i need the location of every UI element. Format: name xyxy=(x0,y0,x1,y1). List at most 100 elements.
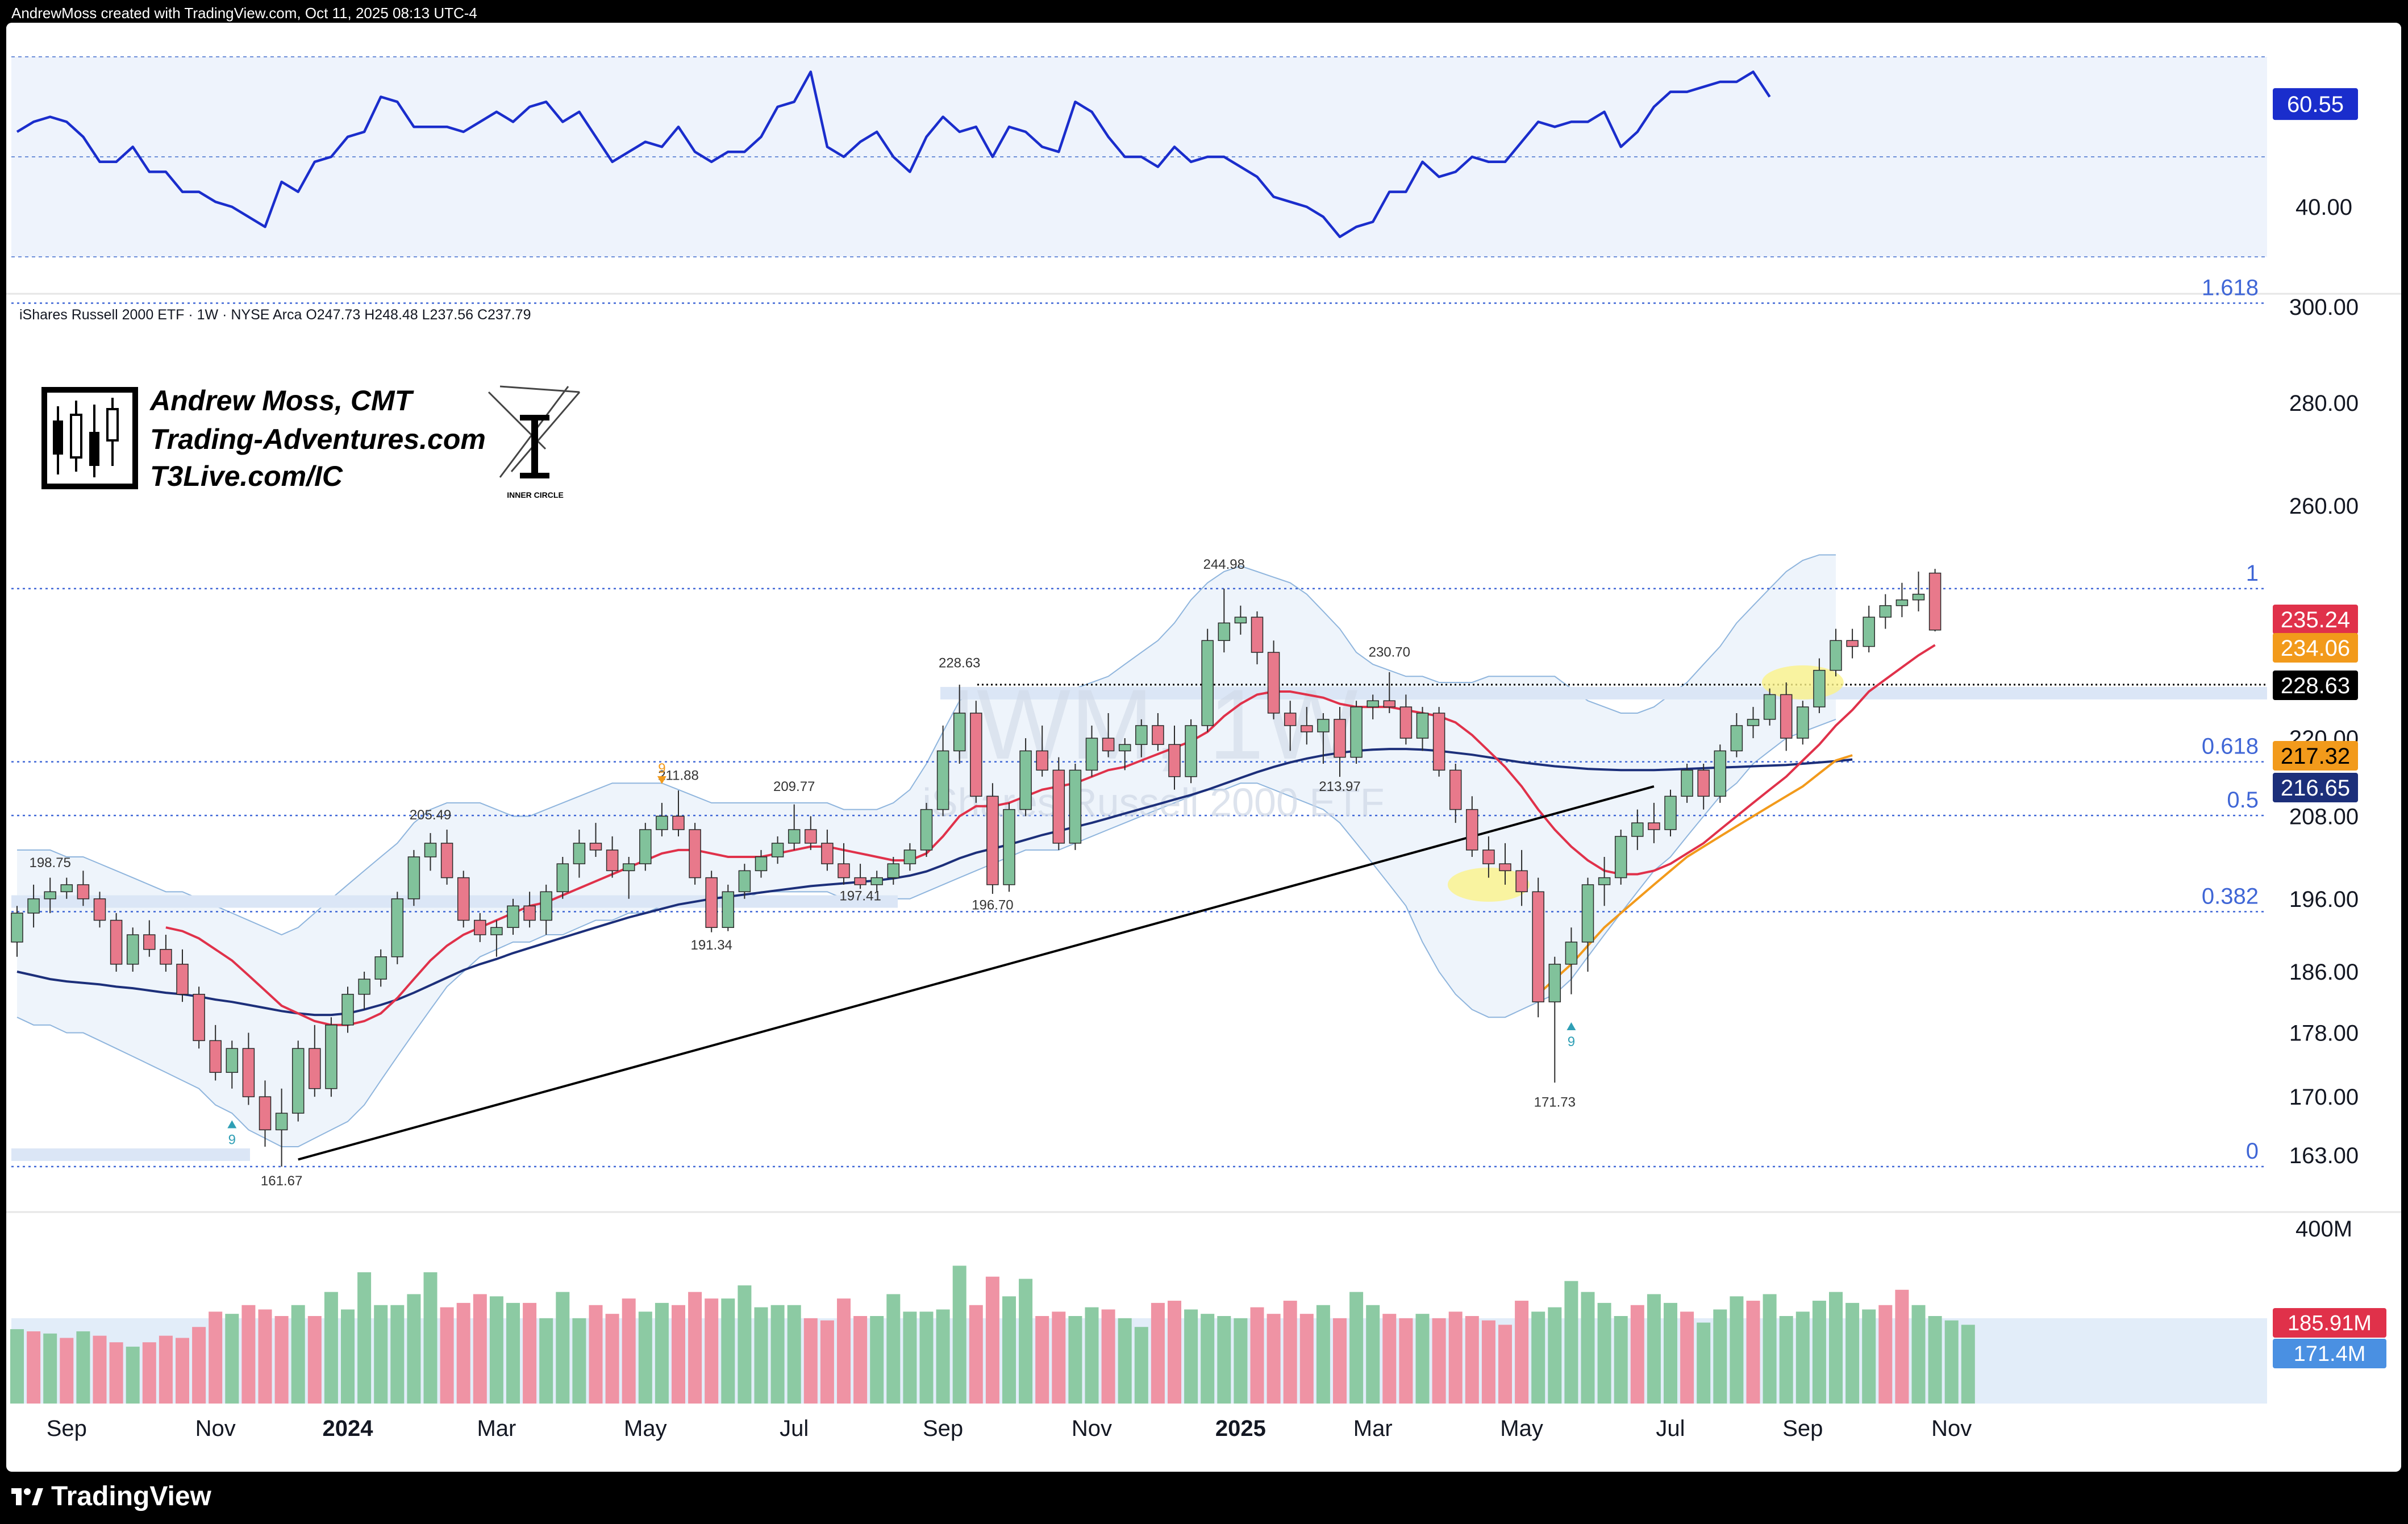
candle-body xyxy=(1648,822,1660,830)
volume-bar xyxy=(1299,1314,1314,1404)
candle-body xyxy=(1019,750,1032,810)
price-value-label: 235.24 xyxy=(2281,607,2350,632)
candle-body xyxy=(209,1040,222,1073)
candle-body xyxy=(1085,738,1098,771)
volume-bar xyxy=(589,1305,603,1404)
volume-bar xyxy=(456,1302,470,1404)
candle-body xyxy=(27,898,40,914)
candle-body xyxy=(1218,622,1231,642)
volume-bar xyxy=(1746,1301,1760,1404)
candle-body xyxy=(1350,706,1363,758)
candle-body xyxy=(805,829,817,844)
volume-bar xyxy=(985,1276,999,1404)
volume-value-tag xyxy=(2273,1308,2386,1338)
candle-body xyxy=(1449,769,1462,810)
base-zone xyxy=(11,1148,250,1161)
candle-body xyxy=(1284,713,1297,726)
price-annotation: 196.70 xyxy=(972,898,1013,913)
candle-body xyxy=(1895,599,1909,606)
price-annotation: 244.98 xyxy=(1203,557,1245,572)
volume-bar xyxy=(390,1305,405,1404)
volume-bar xyxy=(209,1311,223,1404)
volume-bar xyxy=(1928,1316,1942,1404)
volume-bar xyxy=(1118,1318,1132,1404)
author-logo: Andrew Moss, CMT Trading-Adventures.com … xyxy=(41,385,581,499)
volume-bar xyxy=(803,1318,818,1404)
volume-bar xyxy=(1448,1311,1463,1404)
candle-body xyxy=(77,884,90,900)
candle-body xyxy=(93,898,106,921)
volume-bar xyxy=(1085,1307,1099,1404)
volume-bar xyxy=(820,1320,834,1404)
inner-circle-seal: INNER CIRCLE xyxy=(488,385,581,499)
chart-panel[interactable]: 40.00 60.55 1.618 1 0.618 0.5 0.382 0 IWM, 1W … xyxy=(6,23,2401,1472)
price-annotation: 211.88 xyxy=(658,768,699,783)
volume-bar xyxy=(1019,1279,1033,1404)
header-caption: AndrewMoss created with TradingView.com,… xyxy=(11,5,477,22)
volume-layer: 400M 185.91M 171.4M xyxy=(10,1217,2386,1404)
rsi-last-value-label: 60.55 xyxy=(2287,92,2344,117)
volume-bar xyxy=(1201,1314,1215,1404)
volume-bar xyxy=(374,1305,388,1404)
candle-body xyxy=(160,949,172,965)
volume-bar xyxy=(721,1298,735,1404)
logo-line-2: Trading-Adventures.com xyxy=(150,423,486,455)
volume-bar xyxy=(1845,1302,1860,1404)
td-up-arrow xyxy=(227,1120,237,1129)
candle-body xyxy=(639,829,652,864)
volume-value-label: 171.4M xyxy=(2294,1342,2366,1366)
candle-body xyxy=(275,1113,288,1131)
time-tick-label: Mar xyxy=(1353,1416,1393,1441)
volume-bar xyxy=(192,1327,206,1404)
volume-bar xyxy=(1862,1309,1876,1404)
price-axis[interactable]: 300.00280.00260.00220.00208.00196.00186.… xyxy=(2273,295,2359,1168)
volume-bar xyxy=(605,1314,619,1404)
volume-bar xyxy=(291,1305,305,1404)
volume-bar xyxy=(1068,1316,1082,1404)
volume-bar xyxy=(1498,1325,1512,1404)
candle-body xyxy=(259,1096,272,1131)
candle-body xyxy=(838,863,850,878)
sma-navy-line xyxy=(16,748,1853,1017)
candle-body xyxy=(1102,738,1115,752)
candle-body xyxy=(722,891,735,928)
candle-body xyxy=(176,964,189,995)
volume-bar xyxy=(1895,1289,1909,1404)
candles-logo-icon xyxy=(53,398,119,477)
volume-bar xyxy=(1134,1327,1148,1404)
candle-body xyxy=(1863,617,1875,647)
candle-body xyxy=(1565,942,1578,965)
candle-body xyxy=(870,877,883,885)
candle-body xyxy=(110,919,123,965)
logo-line-3: T3Live.com/IC xyxy=(150,460,343,492)
symbol-legend[interactable]: iShares Russell 2000 ETF · 1W · NYSE Arc… xyxy=(19,307,531,323)
price-tick-label: 280.00 xyxy=(2289,391,2359,416)
price-tick-label: 196.00 xyxy=(2289,887,2359,912)
fib-level-label: 1.618 xyxy=(2202,275,2259,300)
tradingview-footer[interactable]: TradingView xyxy=(11,1476,211,1516)
volume-bar xyxy=(1763,1294,1777,1404)
volume-bar xyxy=(837,1298,851,1404)
time-axis[interactable]: Sep Nov 2024 Mar May Jul Sep Nov 2025 Mar May Jul Se… xyxy=(47,1416,1972,1441)
volume-bar xyxy=(1515,1301,1529,1404)
price-annotation: 205.49 xyxy=(410,807,451,823)
volume-bar xyxy=(1961,1325,1975,1404)
volume-bar xyxy=(159,1335,173,1404)
volume-bar xyxy=(1234,1318,1248,1404)
volume-bar xyxy=(274,1316,289,1404)
candle-body xyxy=(1185,725,1197,777)
volume-bar xyxy=(1730,1296,1744,1404)
volume-bar xyxy=(258,1309,272,1404)
candle-body xyxy=(1598,877,1611,885)
trendline-layer[interactable] xyxy=(298,785,1655,1161)
candle-body xyxy=(523,905,536,921)
volume-bar xyxy=(489,1296,503,1404)
candle-body xyxy=(936,750,949,810)
candle-body xyxy=(1499,863,1511,872)
price-annotation: 161.67 xyxy=(261,1173,302,1189)
candle-body xyxy=(11,913,23,943)
volume-bar xyxy=(10,1329,24,1404)
volume-bar xyxy=(1002,1296,1016,1404)
time-tick-label: Jul xyxy=(780,1416,809,1441)
